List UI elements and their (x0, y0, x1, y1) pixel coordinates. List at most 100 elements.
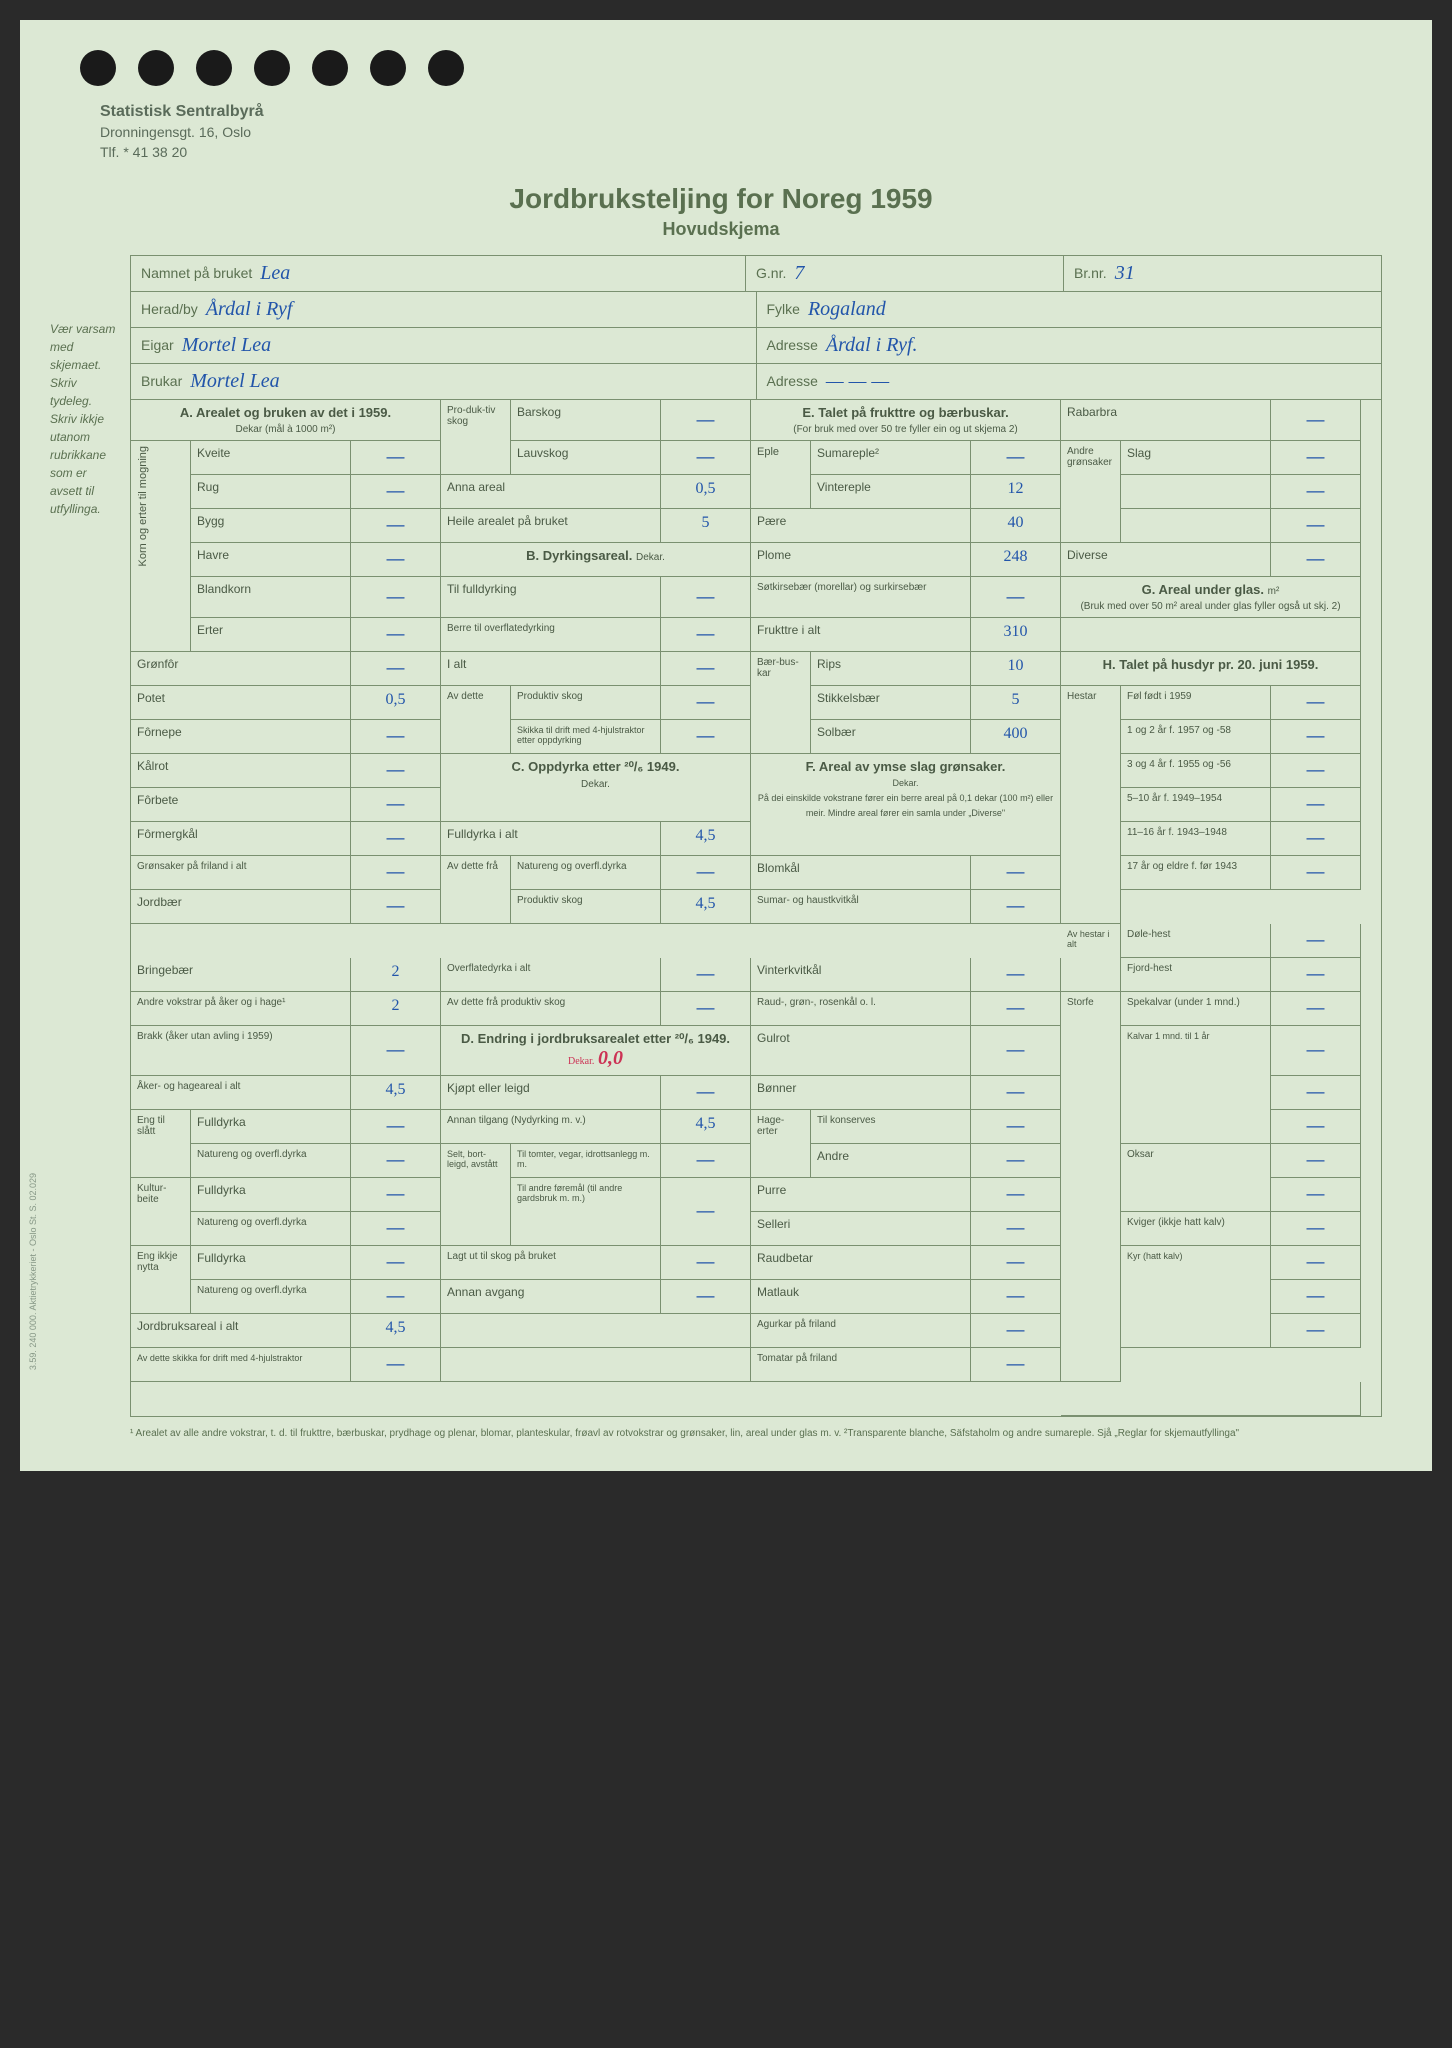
blomkal-value (971, 856, 1061, 890)
anna-areal-label: Anna areal (441, 475, 661, 509)
agurk-label: Agurkar på friland (751, 1314, 971, 1348)
plome-value: 248 (971, 543, 1061, 577)
avfra-label: Av dette frå (441, 856, 511, 924)
kjopt-value (661, 1076, 751, 1110)
andrefor-value (661, 1178, 751, 1246)
form-body: Namnet på bruket Lea G.nr. 7 Br.nr. 31 H… (130, 255, 1382, 1441)
lagtskog-label: Lagt ut til skog på bruket (441, 1246, 661, 1280)
engikkje-vlabel: Eng ikkje nytta (131, 1246, 191, 1314)
havre-value (351, 543, 441, 577)
frukt-ialt-label: Frukttre i alt (751, 618, 971, 652)
fulldyrka2-label: Fulldyrka (191, 1178, 351, 1212)
overfl-value (661, 958, 751, 992)
lauvskog-label: Lauvskog (511, 441, 661, 475)
rabarbra-label: Rabarbra (1061, 400, 1271, 441)
fol-label: Føl født i 1959 (1121, 686, 1271, 720)
paere-value: 40 (971, 509, 1061, 543)
paere-label: Pære (751, 509, 971, 543)
baer-vlabel: Bær-bus-kar (751, 652, 811, 754)
anna-areal-value: 0,5 (661, 475, 751, 509)
fylke-label: Fylke (767, 301, 800, 317)
dole-value (1271, 924, 1361, 958)
natureng2-label: Natureng og overfl.dyrka (511, 856, 661, 890)
matlauk-label: Matlauk (751, 1280, 971, 1314)
diverse-label: Diverse (1061, 543, 1271, 577)
sotkirs-label: Søtkirsebær (morellar) og surkirsebær (751, 577, 971, 618)
gronfor-value (351, 652, 441, 686)
selleri-label: Selleri (751, 1212, 971, 1246)
andrevok-label: Andre vokstrar på åker og i hage¹ (131, 992, 351, 1026)
fullialt-label: Fulldyrka i alt (441, 822, 661, 856)
brnr-value: 31 (1115, 262, 1135, 285)
stikkels-label: Stikkelsbær (811, 686, 971, 720)
annanav-label: Annan avgang (441, 1280, 661, 1314)
rips-value: 10 (971, 652, 1061, 686)
avdette-label: Av dette (441, 686, 511, 754)
engslatt-vlabel: Eng til slått (131, 1110, 191, 1178)
dole-label: Døle-hest (1121, 924, 1271, 958)
storfe-vlabel: Storfe (1061, 992, 1121, 1382)
andre-gron-v3 (1271, 509, 1361, 543)
3og4-value (1271, 754, 1361, 788)
kultur-vlabel: Kultur-beite (131, 1178, 191, 1246)
andrevok-value: 2 (351, 992, 441, 1026)
vintereple-label: Vintereple (811, 475, 971, 509)
tomter-label: Til tomter, vegar, idrottsanlegg m. m. (511, 1144, 661, 1178)
fulldyrk-value (661, 577, 751, 618)
tomat-label: Tomatar på friland (751, 1348, 971, 1382)
formerg-label: Fôrmergkål (131, 822, 351, 856)
barskog-value (661, 400, 751, 441)
adresse2-label: Adresse (767, 373, 818, 389)
purre-label: Purre (751, 1178, 971, 1212)
lagtskog-value (661, 1246, 751, 1280)
adresse1-value: Årdal i Ryf. (826, 334, 918, 357)
sotkirs-value (971, 577, 1061, 618)
andre-label: Andre (811, 1144, 971, 1178)
fulldyrk-label: Til fulldyrking (441, 577, 661, 618)
jordbaer-value (351, 890, 441, 924)
annantil-value: 4,5 (661, 1110, 751, 1144)
ialt-label: I alt (441, 652, 661, 686)
kalvar1-label: Kalvar 1 mnd. til 1 år (1121, 1026, 1271, 1144)
kviger-label: Kviger (ikkje hatt kalv) (1121, 1212, 1271, 1246)
sec-e-sub: (For bruk med over 50 tre fyller ein og … (793, 424, 1018, 435)
rug-label: Rug (191, 475, 351, 509)
11-16-value (1271, 822, 1361, 856)
kviger-value (1271, 1212, 1361, 1246)
bygg-value (351, 509, 441, 543)
havre-label: Havre (191, 543, 351, 577)
kalva24-value (1271, 1280, 1361, 1314)
natureng4-value (351, 1280, 441, 1314)
kjopt-label: Kjøpt eller leigd (441, 1076, 661, 1110)
andre-gron-v2 (1271, 475, 1361, 509)
plome-label: Plome (751, 543, 971, 577)
kvige-sl-value (1271, 1076, 1361, 1110)
andrefor-label: Til andre føremål (til andre gardsbruk m… (511, 1178, 661, 1246)
prodskog2-label: Produktiv skog (511, 686, 661, 720)
heile-label: Heile arealet på bruket (441, 509, 661, 543)
andre-value (971, 1144, 1061, 1178)
erter-label: Erter (191, 618, 351, 652)
fullialt-value: 4,5 (661, 822, 751, 856)
andre-gron-vlabel: Andre grønsaker (1061, 441, 1121, 543)
org-tlf: Tlf. * 41 38 20 (100, 143, 1392, 163)
prodskog-vlabel: Pro-duk-tiv skog (441, 400, 511, 475)
side-instructions: Vær varsam med skjemaet. Skriv tydeleg. … (50, 320, 120, 518)
namnet-label: Namnet på bruket (141, 265, 252, 281)
footnote: ¹ Arealet av alle andre vokstrar, t. d. … (130, 1427, 1382, 1441)
solbaer-label: Solbær (811, 720, 971, 754)
ialt-value (661, 652, 751, 686)
eigar-label: Eigar (141, 337, 174, 353)
gnr-value: 7 (794, 262, 804, 285)
formerg-value (351, 822, 441, 856)
fornepe-value (351, 720, 441, 754)
11-16-label: 11–16 år f. 1943–1948 (1121, 822, 1271, 856)
skikka-label: Av dette skikka for drift med 4-hjulstra… (131, 1348, 351, 1382)
print-code: 3.59. 240 000. Aktietrykkeriet - Oslo St… (28, 1173, 38, 1370)
okse-value (1271, 1026, 1361, 1076)
herad-label: Herad/by (141, 301, 198, 317)
kalva4-value (1271, 1314, 1361, 1348)
fylke-value: Rogaland (808, 298, 886, 321)
1og2-label: 1 og 2 år f. 1957 og -58 (1121, 720, 1271, 754)
prodskog2-value (661, 686, 751, 720)
